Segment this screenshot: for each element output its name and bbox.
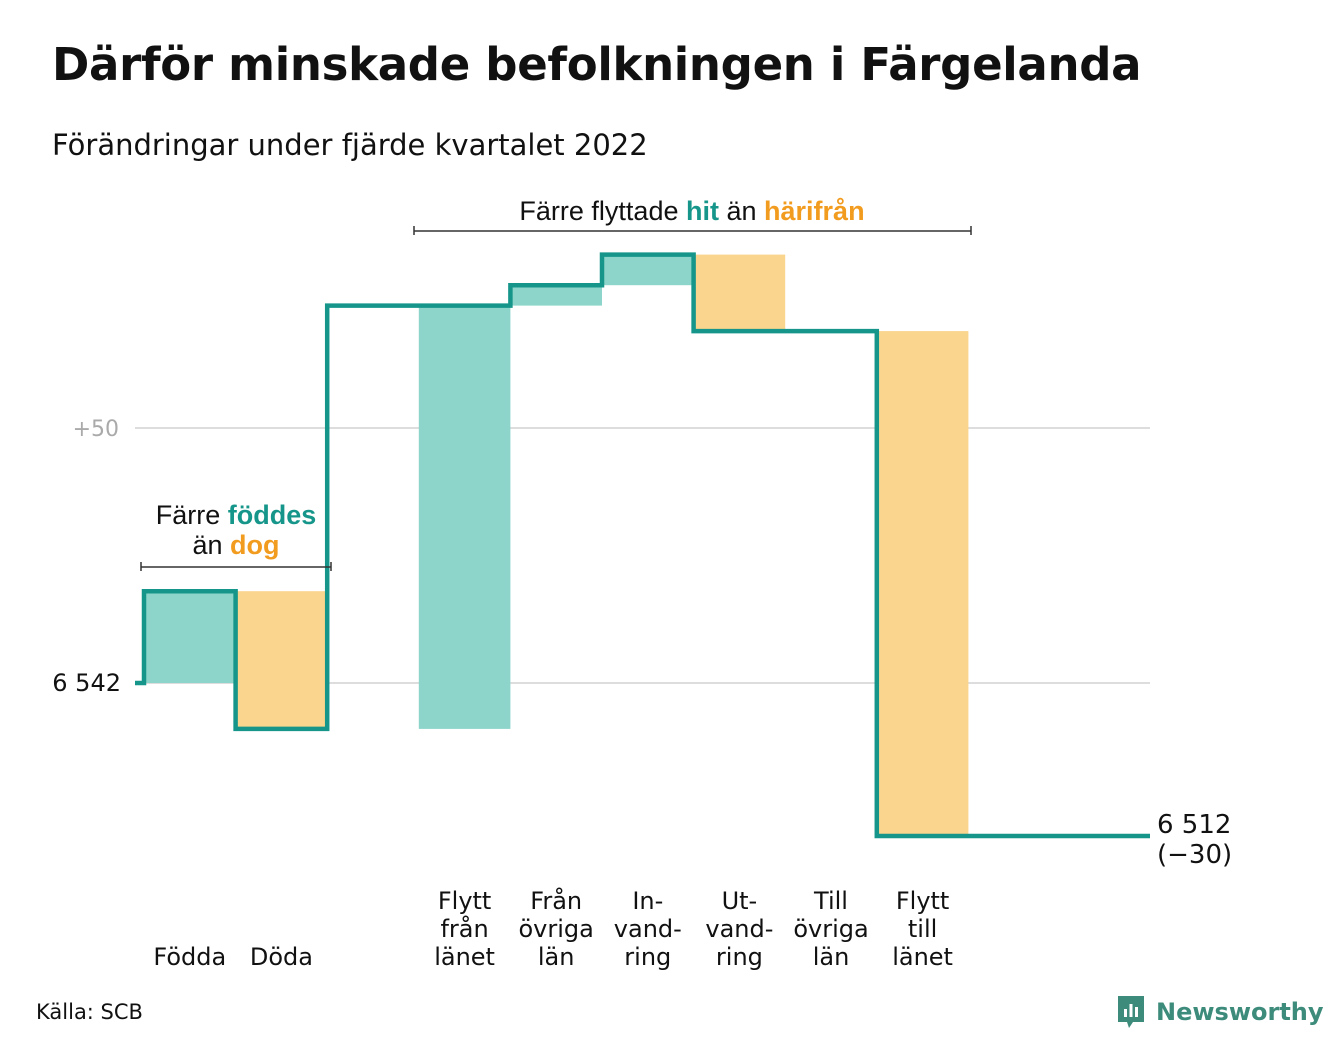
x-tick-label: övriga [793, 915, 868, 943]
chart-title: Därför minskade befolkningen i Färgeland… [52, 38, 1142, 91]
x-tick-label: Döda [250, 943, 313, 971]
annotation-migration: Färre flyttade hit än härifrån [413, 196, 972, 235]
bar-flytt-från-länet [418, 305, 511, 729]
x-tick-label: län [813, 943, 850, 971]
bar-in--vand--ring [602, 254, 694, 286]
x-tick-label: vand- [614, 915, 682, 943]
x-tick-label: Från [530, 886, 582, 915]
x-tick-label: Födda [153, 943, 226, 971]
bar-ut--vand--ring [693, 254, 786, 332]
bar-döda [235, 591, 328, 729]
source-note: Källa: SCB [36, 1000, 143, 1024]
annotation-text: än [192, 530, 230, 560]
annotation-highlight-orange: härifrån [764, 196, 865, 226]
newsworthy-logo: Newsworthy [1116, 994, 1324, 1030]
x-tick-label: från [440, 914, 488, 943]
annotation-highlight-teal: hit [686, 196, 719, 226]
annotation-bracket [413, 226, 972, 235]
x-tick-label: länet [434, 943, 495, 971]
x-tick-label: Ut- [722, 887, 758, 915]
newsworthy-logo-text: Newsworthy [1156, 998, 1324, 1026]
annotation-highlight-teal: föddes [228, 500, 317, 530]
x-tick-label: till [908, 915, 937, 943]
x-tick-label: länet [892, 943, 953, 971]
x-tick-label: ring [624, 943, 671, 971]
bar-flytt-till-länet [876, 331, 969, 836]
annotation-text: än [719, 196, 764, 226]
x-tick-label: övriga [519, 915, 594, 943]
svg-text:Färre föddes: Färre föddes [156, 500, 317, 530]
x-tick-label: län [538, 943, 575, 971]
change-label: (−30) [1157, 840, 1232, 870]
start-value-label: 6 542 [52, 669, 121, 697]
bar-födda [144, 591, 236, 683]
annotation-text: Färre flyttade [519, 196, 686, 226]
step-line [135, 252, 1150, 839]
x-tick-label: vand- [705, 915, 773, 943]
bar-från-övriga-län [510, 285, 602, 306]
x-tick-label: Flytt [896, 887, 950, 915]
x-labels: Födda DödaFlyttfrånlänetFrånövrigalänIn-v… [153, 886, 953, 971]
y-tick-label: +50 [73, 417, 119, 442]
annotation-bracket [140, 562, 332, 571]
x-tick-label: ring [716, 943, 763, 971]
annotation-highlight-orange: dog [230, 530, 279, 560]
bars [144, 254, 969, 836]
annotation-births: Färre föddes än dog [140, 500, 332, 571]
newsworthy-logo-icon [1118, 996, 1144, 1028]
x-tick-label: In- [632, 887, 663, 915]
annotation-text: Färre [156, 500, 228, 530]
x-tick-label: Till [813, 887, 848, 915]
end-value-label: 6 512 [1157, 810, 1231, 840]
x-tick-label: Flytt [438, 887, 492, 915]
chart-subtitle: Förändringar under fjärde kvartalet 2022 [52, 128, 648, 162]
svg-text:Färre flyttade hit än härifrån: Färre flyttade hit än härifrån [519, 196, 864, 226]
svg-text:än dog: än dog [192, 530, 279, 560]
